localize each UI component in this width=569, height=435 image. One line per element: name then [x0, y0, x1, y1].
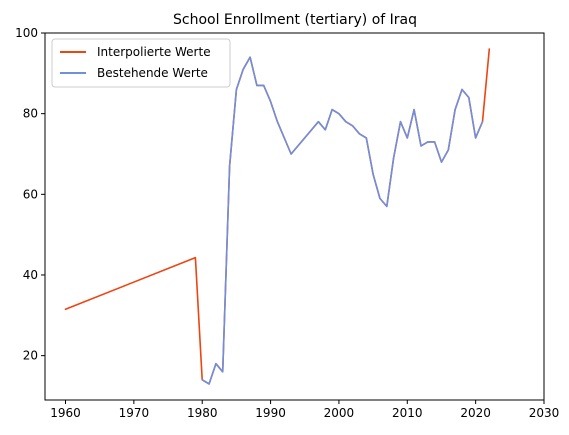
- x-tick-label-2030: 2030: [529, 406, 560, 420]
- y-tick-label-40: 40: [23, 268, 38, 282]
- y-tick-label-80: 80: [23, 107, 38, 121]
- x-tick-label-2000: 2000: [324, 406, 355, 420]
- y-tick-label-20: 20: [23, 349, 38, 363]
- x-axis: 1960 1970 1980 1990 2000 2010 2020 2030: [50, 400, 559, 420]
- y-tick-label-100: 100: [15, 26, 38, 40]
- series-layer: [64, 48, 491, 385]
- y-tick-label-60: 60: [23, 187, 38, 201]
- chart-title: School Enrollment (tertiary) of Iraq: [173, 12, 417, 28]
- x-tick-label-1990: 1990: [255, 406, 286, 420]
- plot-frame: [44, 32, 545, 401]
- legend-label-interpolated: Interpolierte Werte: [97, 45, 211, 59]
- series-line-existing: [201, 56, 484, 385]
- y-axis: 20 40 60 80 100: [15, 26, 45, 363]
- series-line-interpolated: [64, 48, 491, 385]
- legend-label-existing: Bestehende Werte: [97, 66, 208, 80]
- x-tick-label-2010: 2010: [392, 406, 423, 420]
- legend-box: [51, 38, 231, 88]
- x-tick-label-1970: 1970: [119, 406, 150, 420]
- legend: Interpolierte Werte Bestehende Werte: [51, 38, 231, 88]
- x-tick-label-1960: 1960: [50, 406, 81, 420]
- x-tick-label-1980: 1980: [187, 406, 218, 420]
- x-tick-label-2020: 2020: [460, 406, 491, 420]
